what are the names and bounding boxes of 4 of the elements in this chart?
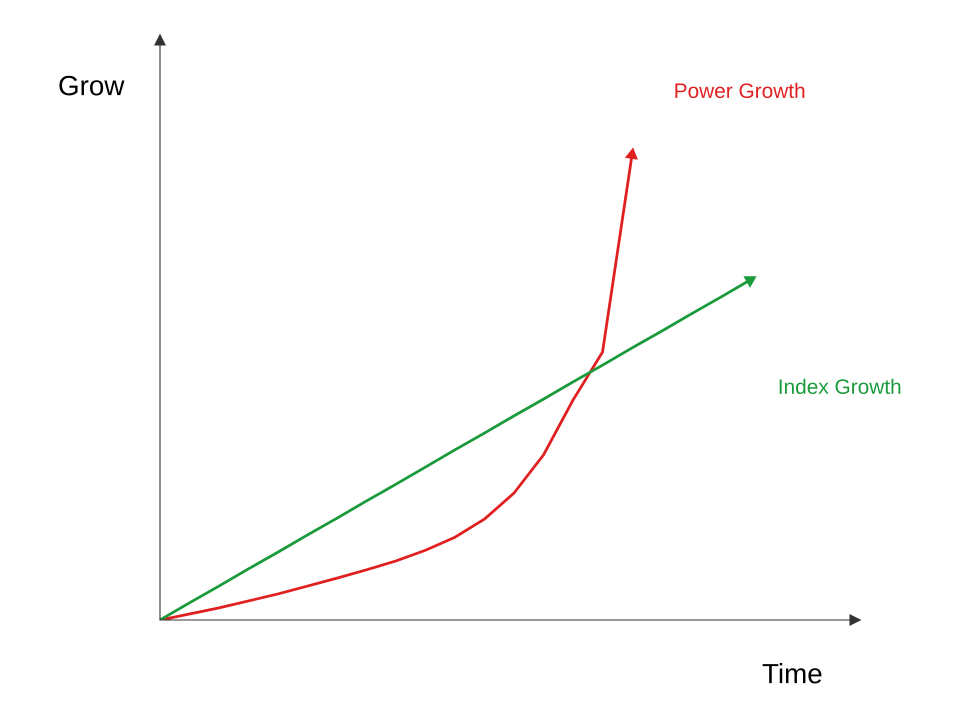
- text: Power Growth: [675, 82, 804, 98]
- y-axis-title: Grow: [59, 76, 124, 96]
- text: Index Growth: [780, 378, 900, 394]
- x-axis-title: Time: [762, 663, 822, 684]
